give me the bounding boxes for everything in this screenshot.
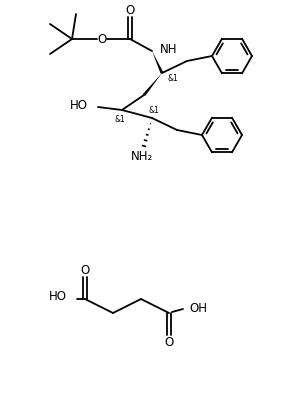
Text: O: O — [125, 4, 135, 17]
Text: &1: &1 — [115, 115, 125, 123]
Polygon shape — [152, 51, 163, 74]
Text: &1: &1 — [149, 106, 159, 115]
Polygon shape — [143, 73, 162, 96]
Text: HO: HO — [70, 98, 88, 112]
Text: &1: &1 — [167, 74, 178, 82]
Text: O: O — [164, 336, 174, 349]
Text: NH: NH — [160, 43, 178, 56]
Text: NH₂: NH₂ — [131, 149, 153, 162]
Text: HO: HO — [49, 290, 67, 303]
Text: O: O — [80, 264, 90, 277]
Text: OH: OH — [189, 301, 207, 314]
Text: O: O — [97, 32, 107, 45]
